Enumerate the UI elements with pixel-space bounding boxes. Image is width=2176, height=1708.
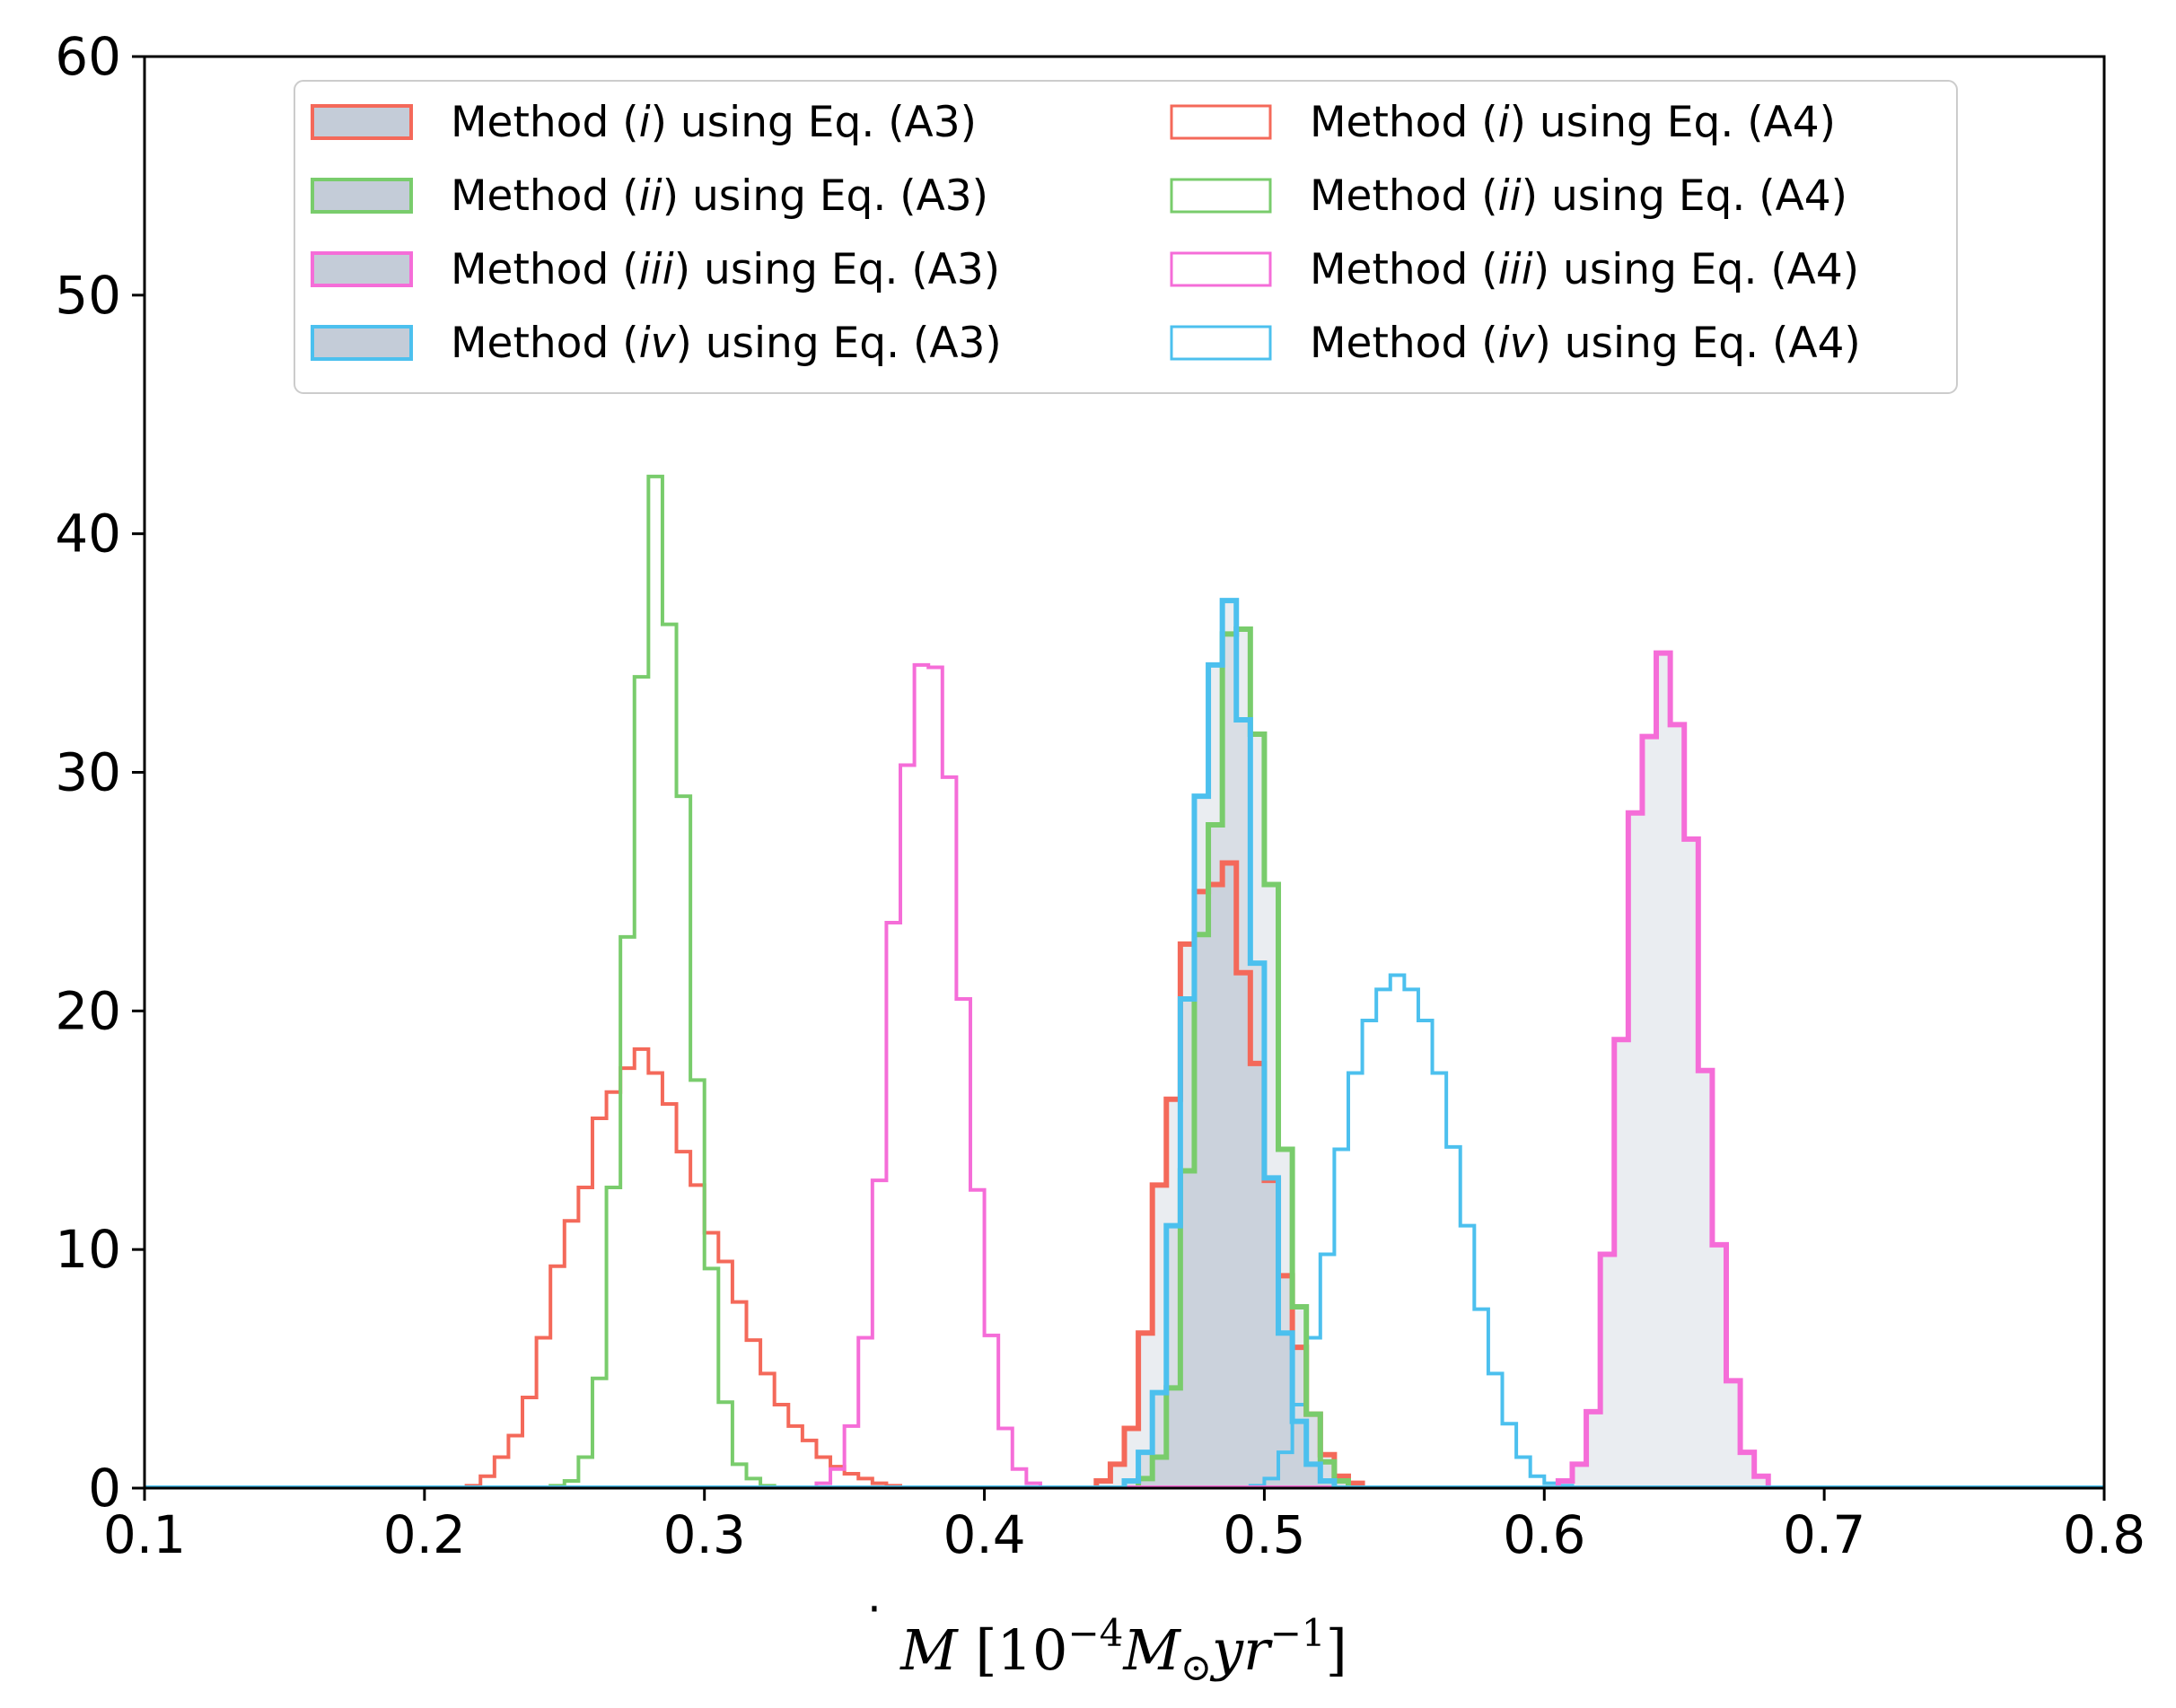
- hist-outline-iii-a3: [145, 650, 2104, 1488]
- legend-label: Method (iii) using Eq. (A4): [1310, 245, 1859, 294]
- y-axis: 0 10 20 30 40 50 60: [55, 26, 145, 1519]
- legend-swatch: [1170, 104, 1272, 140]
- hist-outline-iv-a3: [145, 598, 2104, 1488]
- legend-swatch: [311, 251, 413, 287]
- y-tick-label: 20: [55, 980, 121, 1041]
- x-tick-label: 0.1: [103, 1504, 186, 1565]
- xlabel-close: ]: [1326, 1617, 1347, 1683]
- legend-label: Method (ii) using Eq. (A4): [1310, 171, 1847, 221]
- x-tick-label: 0.8: [2063, 1504, 2145, 1565]
- xlabel-mass: M: [1122, 1617, 1181, 1683]
- x-tick-label: 0.3: [663, 1504, 746, 1565]
- legend-entry-i-a3: Method (i) using Eq. (A3): [311, 98, 977, 147]
- legend-swatch: [311, 325, 413, 361]
- legend-label: Method (ii) using Eq. (A3): [451, 171, 988, 221]
- y-tick-label: 30: [55, 742, 121, 803]
- x-tick-label: 0.7: [1783, 1504, 1865, 1565]
- y-tick-label: 40: [55, 504, 121, 565]
- hist-outline-ii-a3: [145, 626, 2104, 1488]
- legend-label: Method (iv) using Eq. (A3): [451, 319, 1002, 368]
- hist-fill-ii-a3: [1138, 629, 1348, 1488]
- x-axis-label: M [10−4M⊙yr−1]: [899, 1611, 1347, 1689]
- y-tick-label: 10: [55, 1219, 121, 1280]
- x-tick-label: 0.6: [1503, 1504, 1585, 1565]
- legend-swatch: [1170, 251, 1272, 287]
- legend-entry-iv-a4: Method (iv) using Eq. (A4): [1170, 319, 1861, 368]
- xlabel-exponent-2: −1: [1270, 1611, 1326, 1655]
- xlabel-sun-symbol: ⊙: [1180, 1645, 1212, 1689]
- xlabel-symbol: M: [899, 1617, 959, 1683]
- legend-entry-ii-a3: Method (ii) using Eq. (A3): [311, 171, 988, 221]
- legend-swatch: [1170, 325, 1272, 361]
- legend-label: Method (i) using Eq. (A3): [451, 98, 977, 147]
- xlabel-exponent-1: −4: [1067, 1611, 1123, 1655]
- y-tick-label: 50: [55, 265, 121, 326]
- x-tick-label: 0.2: [383, 1504, 466, 1565]
- hist-fill-iv-a3: [1124, 600, 1335, 1488]
- plot-area: [145, 474, 2104, 1488]
- histogram-outlines: [145, 474, 2104, 1488]
- x-tick-label: 0.4: [943, 1504, 1025, 1565]
- legend-label: Method (i) using Eq. (A4): [1310, 98, 1836, 147]
- legend-swatch: [311, 104, 413, 140]
- legend: Method (i) using Eq. (A3) Method (ii) usi…: [294, 80, 1958, 394]
- legend-entry-ii-a4: Method (ii) using Eq. (A4): [1170, 171, 1847, 221]
- legend-swatch: [1170, 178, 1272, 214]
- hist-outline-i-a4: [145, 1047, 2104, 1488]
- hist-outline-iii-a4: [145, 662, 2104, 1488]
- x-tick-label: 0.5: [1223, 1504, 1305, 1565]
- x-axis: 0.1 0.2 0.3 0.4 0.5 0.6 0.7 0.8: [103, 1488, 2145, 1565]
- legend-swatch: [311, 178, 413, 214]
- hist-fill-i-a3: [1096, 863, 1363, 1488]
- legend-entry-iv-a3: Method (iv) using Eq. (A3): [311, 319, 1002, 368]
- xlabel-open: [10: [958, 1617, 1068, 1683]
- legend-entry-i-a4: Method (i) using Eq. (A4): [1170, 98, 1836, 147]
- legend-box: [294, 80, 1958, 394]
- legend-label: Method (iv) using Eq. (A4): [1310, 319, 1861, 368]
- hist-outline-ii-a4: [145, 474, 2104, 1488]
- y-tick-label: 60: [55, 26, 121, 87]
- y-tick-label: 0: [88, 1458, 121, 1519]
- legend-label: Method (iii) using Eq. (A3): [451, 245, 1000, 294]
- legend-entry-iii-a4: Method (iii) using Eq. (A4): [1170, 245, 1859, 294]
- histogram-fills: [1096, 600, 1768, 1488]
- xlabel-dot-accent: ·: [867, 1583, 882, 1635]
- xlabel-yr: yr: [1209, 1617, 1273, 1683]
- hist-fill-iii-a3: [1557, 653, 1768, 1488]
- legend-entry-iii-a3: Method (iii) using Eq. (A3): [311, 245, 1000, 294]
